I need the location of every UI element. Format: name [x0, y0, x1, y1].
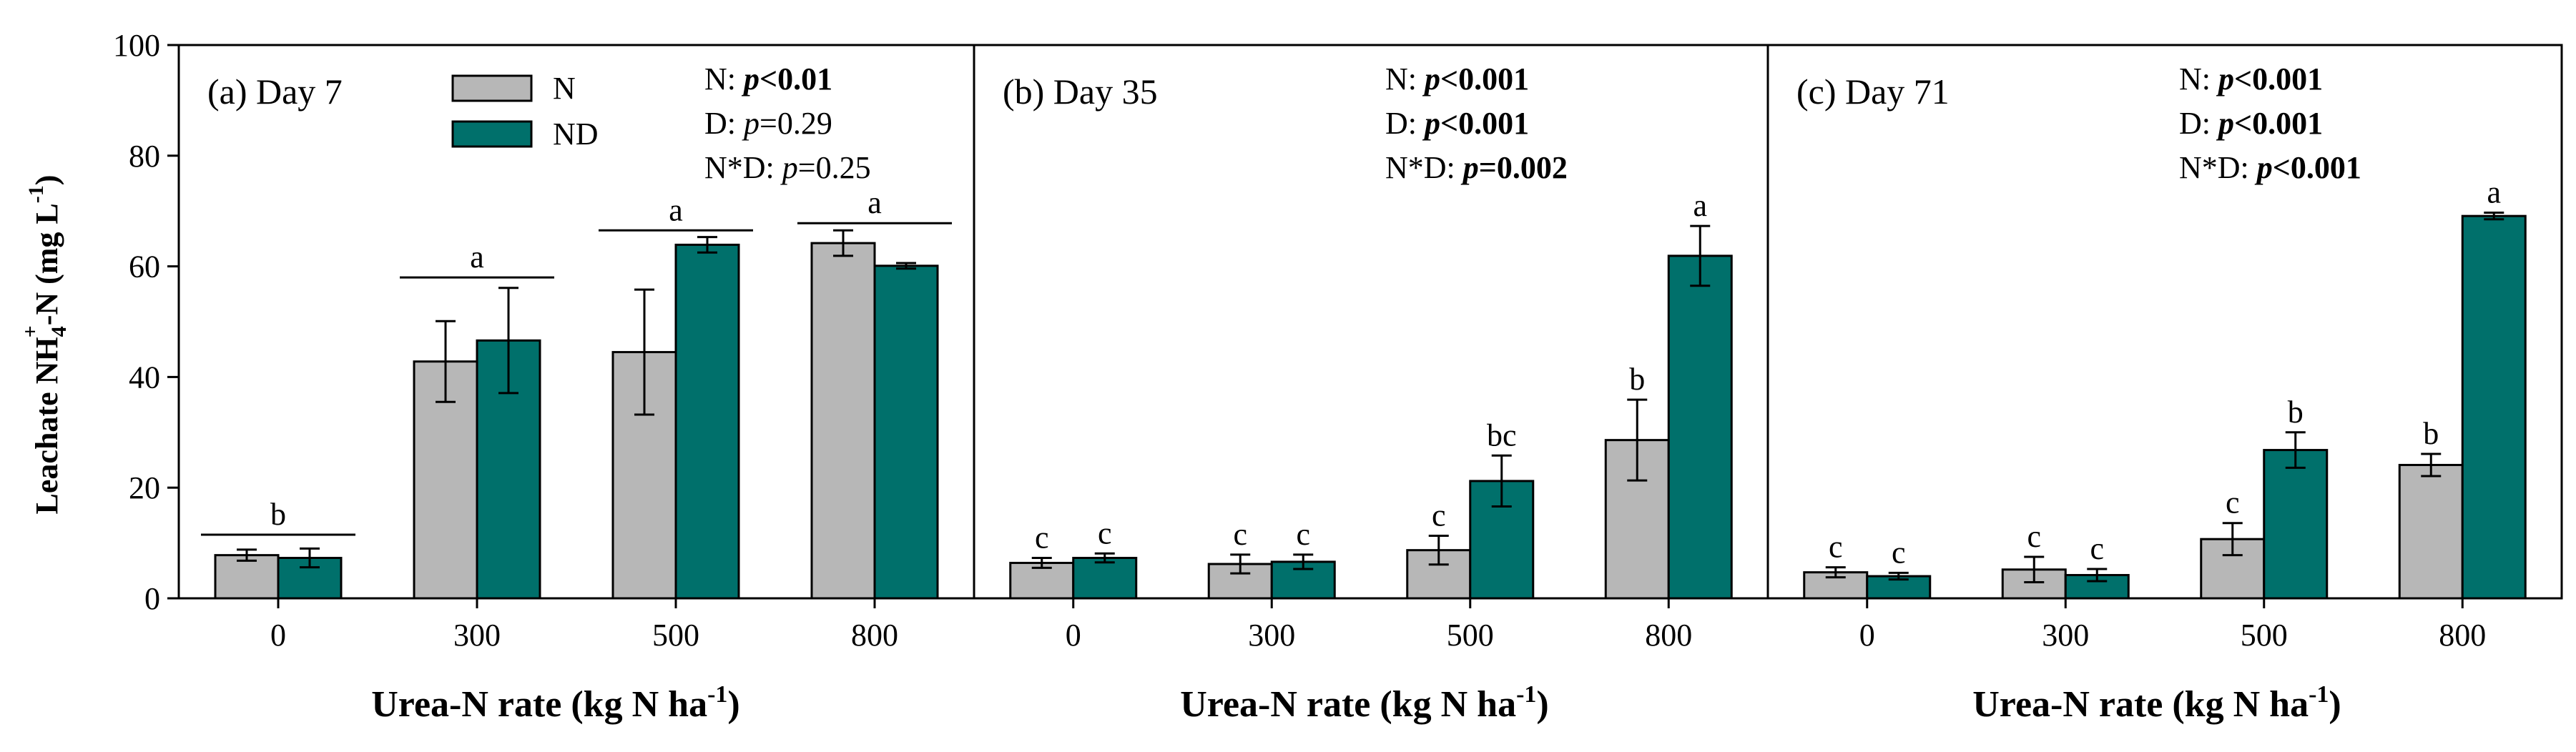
significance-letter: c	[1098, 515, 1112, 550]
bar-n	[2398, 463, 2464, 600]
significance-letter: c	[1296, 517, 1310, 552]
x-tick-label: 500	[652, 618, 699, 653]
bar-nd	[2461, 214, 2527, 600]
stat-line: D: p<0.001	[2179, 106, 2323, 141]
panel-3: c c 0 c c 300 c b 500 b a 800 (c) Day 71 N: p<0.001 D:…	[1766, 44, 2563, 653]
stat-line: N*D: p=0.25	[704, 150, 871, 185]
significance-letter: c	[1233, 517, 1247, 552]
x-axis-label-c: Urea-N rate (kg N ha-1)	[1972, 681, 2341, 725]
x-tick-label: 800	[1645, 618, 1692, 653]
significance-letter: b	[2423, 416, 2439, 451]
significance-letter: c	[2027, 519, 2041, 554]
significance-letter: c	[1432, 498, 1446, 533]
bar-n	[810, 242, 876, 600]
y-tick-label: 40	[129, 360, 160, 395]
panel-title: (c) Day 71	[1796, 71, 1950, 112]
panel-title: (b) Day 35	[1003, 71, 1158, 112]
significance-letter: c	[1035, 520, 1049, 555]
x-tick-label: 800	[2439, 618, 2486, 653]
y-tick-label: 0	[144, 581, 160, 616]
x-tick-label: 300	[1248, 618, 1295, 653]
x-tick-label: 0	[1859, 618, 1875, 653]
x-tick-label: 500	[1447, 618, 1494, 653]
y-tick-label: 60	[129, 249, 160, 285]
significance-letter: c	[2226, 485, 2240, 520]
panel-2: c c 0 c c 300 c bc 500 b a 800 (b) Day 35 N: p<0.001 D…	[973, 44, 1769, 653]
bar-nd	[1866, 575, 1932, 600]
stat-line: D: p=0.29	[704, 106, 832, 141]
group-letter: a	[867, 185, 882, 220]
legend-label-n: N	[553, 71, 576, 106]
legend-swatch-n	[451, 74, 533, 102]
bar-nd	[873, 264, 939, 600]
significance-letter: b	[2288, 395, 2304, 430]
x-axis-label-b: Urea-N rate (kg N ha-1)	[1180, 681, 1548, 725]
y-tick-label: 20	[129, 470, 160, 505]
legend-swatch-nd	[451, 120, 533, 148]
stat-line: N: p<0.001	[1385, 61, 1529, 97]
panel-title: (a) Day 7	[207, 71, 343, 112]
legend-label-nd: ND	[553, 117, 599, 152]
significance-letter: a	[2487, 175, 2501, 210]
x-tick-label: 300	[453, 618, 501, 653]
x-tick-label: 0	[270, 618, 286, 653]
significance-letter: a	[1693, 188, 1707, 223]
significance-letter: c	[1829, 530, 1843, 565]
y-axis-label: Leachate NH4+-N (mg L-1)	[19, 175, 71, 515]
panel-frame	[1766, 44, 2563, 600]
bar-nd	[2263, 449, 2329, 600]
panel-1: 0 20 40 60 80 100 0 300 500 800 b a a a (a) Day 7 N: p<…	[113, 28, 975, 653]
x-tick-label: 300	[2042, 618, 2089, 653]
stat-line: N: p<0.01	[704, 61, 832, 97]
group-letter: a	[470, 239, 484, 274]
significance-letter: c	[1892, 535, 1906, 570]
bar-nd	[1072, 556, 1138, 600]
x-tick-label: 800	[851, 618, 898, 653]
bar-nd	[674, 243, 740, 600]
x-tick-label: 500	[2241, 618, 2288, 653]
significance-letter: bc	[1487, 417, 1517, 452]
stat-line: N: p<0.001	[2179, 61, 2323, 97]
bar-nd	[1667, 254, 1733, 600]
stat-line: N*D: p=0.002	[1385, 150, 1568, 185]
group-letter: b	[270, 497, 286, 532]
legend: N ND	[451, 71, 599, 152]
y-tick-label: 80	[129, 139, 160, 174]
significance-letter: c	[2090, 531, 2104, 566]
significance-letter: b	[1629, 362, 1645, 397]
x-tick-label: 0	[1066, 618, 1081, 653]
stat-line: D: p<0.001	[1385, 106, 1529, 141]
y-tick-label: 100	[113, 28, 160, 63]
group-letter: a	[669, 192, 683, 227]
stat-line: N*D: p<0.001	[2179, 150, 2361, 185]
x-axis-label-a: Urea-N rate (kg N ha-1)	[371, 681, 739, 725]
